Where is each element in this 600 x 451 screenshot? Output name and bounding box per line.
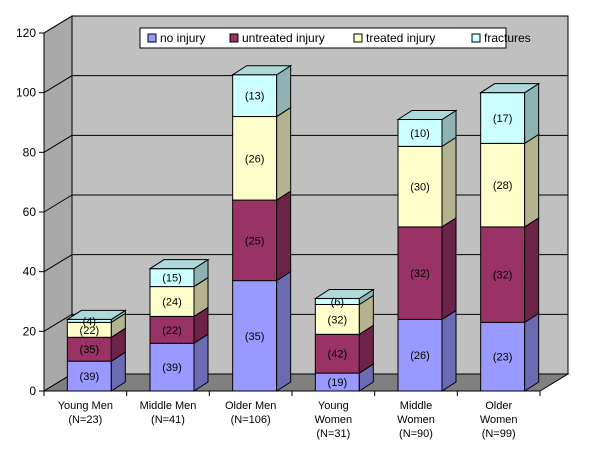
y-tick-label: 100	[16, 86, 36, 100]
bar-segment-no-injury	[480, 321, 526, 392]
data-label: (32)	[410, 268, 430, 280]
x-tick-label: (N=23)	[68, 414, 102, 426]
data-label: (13)	[245, 91, 265, 103]
data-label: (25)	[245, 235, 265, 247]
y-tick-label: 40	[23, 265, 37, 279]
x-tick-label: Young Men	[58, 400, 113, 412]
x-tick-label: Women	[314, 414, 352, 426]
y-tick-label: 80	[23, 145, 37, 159]
data-label: (26)	[245, 153, 265, 165]
bar-segment-treated-injury	[149, 286, 195, 317]
x-tick-label: Older Men	[225, 400, 276, 412]
bar-top	[65, 309, 128, 320]
data-label: (32)	[493, 270, 513, 282]
bar-segment-treated-injury	[232, 116, 278, 201]
bar-top	[148, 259, 210, 270]
bar-side-treated-injury	[524, 133, 540, 228]
gridline-side	[43, 194, 73, 213]
gridline-side	[43, 15, 73, 34]
y-tick-label: 60	[23, 205, 37, 219]
x-tick-label: (N=31)	[316, 428, 350, 440]
data-label: (4)	[83, 316, 96, 328]
y-tick-label: 0	[29, 384, 36, 398]
bar-segment-untreated-injury	[314, 333, 360, 374]
x-tick-label: Women	[480, 414, 518, 426]
legend-label: untreated injury	[242, 31, 325, 45]
data-label: (24)	[162, 297, 182, 309]
bar-segment-no-injury	[149, 342, 195, 392]
bar-segment-treated-injury	[314, 303, 360, 335]
bar-segment-fractures	[480, 92, 526, 144]
x-tick-label: Older	[485, 400, 512, 412]
bar-top	[478, 83, 541, 94]
bar-side-fractures	[524, 82, 540, 145]
bar-segment-untreated-injury	[397, 226, 443, 320]
bar-side-treated-injury	[441, 136, 457, 228]
data-label: (28)	[493, 180, 513, 192]
data-label: (35)	[245, 331, 265, 343]
legend-label: fractures	[484, 31, 531, 45]
bar-top	[230, 65, 293, 76]
data-label: (22)	[162, 325, 182, 337]
bar-side-no-injury	[441, 309, 457, 392]
data-label: (6)	[331, 297, 344, 309]
x-tick-label: Middle Men	[140, 400, 197, 412]
data-label: (17)	[493, 113, 513, 125]
data-label: (19)	[328, 377, 348, 389]
data-label: (39)	[80, 371, 100, 383]
legend-label: no injury	[160, 31, 205, 45]
data-label: (30)	[410, 182, 430, 194]
legend-swatch	[147, 33, 157, 43]
x-tick-label: (N=90)	[399, 428, 433, 440]
y-tick-label: 20	[23, 324, 37, 338]
data-label: (23)	[493, 352, 513, 364]
bar-side-no-injury	[524, 312, 540, 392]
x-tick-label: Young	[318, 400, 349, 412]
x-tick-label: (N=99)	[482, 428, 516, 440]
data-label: (35)	[80, 344, 100, 356]
x-tick-label: Middle	[400, 400, 432, 412]
bar-segment-untreated-injury	[232, 199, 278, 282]
bar-segment-no-injury	[66, 360, 112, 392]
bar-side-no-injury	[193, 333, 209, 392]
gridline-side	[43, 313, 73, 332]
data-label: (32)	[328, 314, 348, 326]
bar-side-untreated-injury	[276, 190, 292, 282]
bar-top	[313, 289, 376, 300]
legend-swatch	[471, 33, 481, 43]
bar-segment-fractures	[397, 119, 443, 147]
bar-segment-no-injury	[232, 280, 278, 392]
gridline-side	[43, 254, 73, 273]
legend-swatch	[353, 33, 363, 43]
data-label: (10)	[410, 128, 430, 140]
bar-segment-treated-injury	[480, 142, 526, 228]
data-label: (26)	[410, 350, 430, 362]
data-label: (15)	[162, 273, 182, 285]
bar-segment-untreated-injury	[480, 226, 526, 323]
data-label: (22)	[80, 325, 100, 337]
bar-top	[396, 110, 458, 121]
x-tick-label: (N=106)	[231, 414, 271, 426]
gridline-side	[43, 134, 73, 153]
y-tick-label: 120	[16, 26, 36, 40]
legend-swatch	[229, 33, 239, 43]
bar-side-untreated-injury	[524, 217, 540, 324]
gridline-side	[43, 75, 73, 94]
data-label: (42)	[328, 349, 348, 361]
bar-side-no-injury	[276, 270, 292, 392]
x-tick-label: Women	[397, 414, 435, 426]
x-tick-label: (N=41)	[151, 414, 185, 426]
data-label: (39)	[162, 362, 182, 374]
bar-segment-fractures	[232, 74, 278, 118]
bar-side-untreated-injury	[441, 217, 457, 321]
bar-side-treated-injury	[276, 106, 292, 201]
legend	[139, 27, 507, 49]
legend-label: treated injury	[366, 31, 435, 45]
